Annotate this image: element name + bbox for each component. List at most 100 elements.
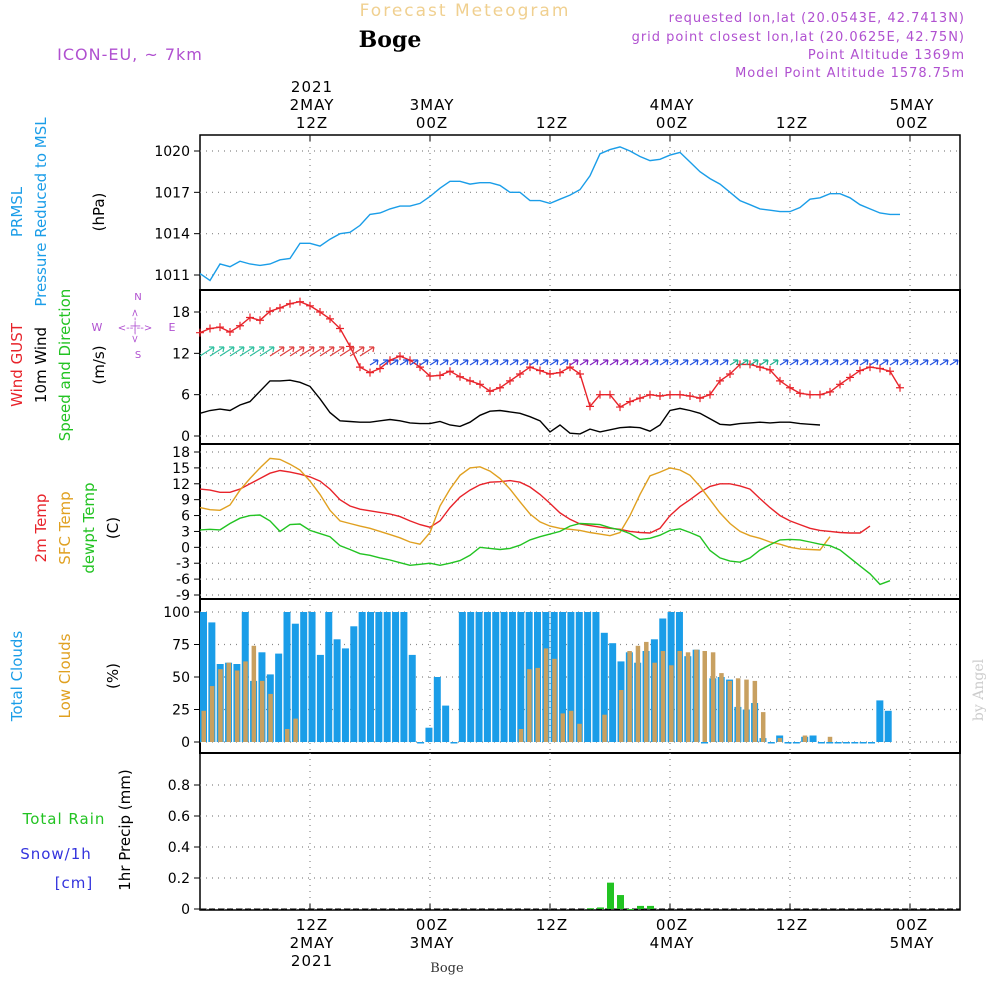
gust-marker xyxy=(686,392,694,401)
gust-marker xyxy=(886,367,894,376)
clouds-label-low: Low Clouds xyxy=(56,633,74,718)
wind-dir-arrow xyxy=(719,359,729,366)
total-cloud-bar xyxy=(876,700,884,742)
wind-dir-arrow xyxy=(739,359,749,366)
wind-dir-arrow xyxy=(249,346,265,357)
wind-dir-arrow xyxy=(449,359,459,366)
wind-dir-arrow xyxy=(699,359,709,366)
low-cloud-bar xyxy=(694,649,699,742)
low-cloud-bar xyxy=(259,680,265,742)
compass-h-arrow: <--|--> xyxy=(118,323,153,334)
total-cloud-bar xyxy=(367,612,374,742)
gust-marker xyxy=(336,324,344,333)
top-time-label: 00Z xyxy=(656,114,688,132)
chart-title: Forecast Meteogram xyxy=(360,1,571,21)
rain-legend: Total Rain xyxy=(22,810,106,828)
total-cloud-bar xyxy=(316,654,324,742)
ytick-label-pressure: 1014 xyxy=(154,227,190,243)
low-cloud-bar xyxy=(527,669,532,742)
gust-marker xyxy=(806,390,814,399)
bottom-time-label: 12Z xyxy=(536,916,568,934)
low-cloud-bar xyxy=(660,651,666,742)
wind-dir-arrow xyxy=(259,346,275,357)
requested-coords: requested lon,lat (20.0543E, 42.7413N) xyxy=(669,11,965,26)
total-cloud-bar xyxy=(559,612,567,742)
total-cloud-bar xyxy=(425,727,433,742)
wind-unit: (m/s) xyxy=(90,345,108,384)
wind-dir-arrow xyxy=(609,359,619,366)
ytick-label-pressure: 1020 xyxy=(154,144,190,160)
gust-marker xyxy=(246,313,254,322)
wind-dir-arrow xyxy=(429,359,439,366)
total-cloud-bar xyxy=(375,612,383,742)
dewpt-line xyxy=(199,514,891,586)
footer-location: Boge xyxy=(430,961,464,976)
gust-marker xyxy=(546,370,554,378)
wind-dir-arrow xyxy=(379,359,389,366)
wind-dir-arrow xyxy=(419,359,429,366)
gust-marker xyxy=(456,372,464,381)
gust-marker xyxy=(576,370,584,378)
ytick-label-clouds: 75 xyxy=(172,638,190,654)
model-altitude: Model Point Altitude 1578.75m xyxy=(735,66,965,81)
gust-marker xyxy=(496,383,504,392)
wind-dir-arrow xyxy=(479,359,489,366)
wind-dir-arrow xyxy=(499,359,509,366)
total-cloud-bar xyxy=(842,742,850,744)
temp-label-dewpt: dewpt Temp xyxy=(80,482,98,573)
gust-marker xyxy=(666,390,674,399)
grid-point-coords: grid point closest lon,lat (20.0625E, 42… xyxy=(632,30,965,45)
low-cloud-bar xyxy=(702,651,707,742)
wind-dir-arrow xyxy=(869,359,879,366)
ytick-label-temperature: -6 xyxy=(176,572,190,588)
gust-marker xyxy=(266,307,274,316)
rain-bar xyxy=(597,907,604,909)
total-cloud-bar xyxy=(784,742,792,744)
gust-marker xyxy=(536,366,544,375)
wind-dir-arrow xyxy=(889,359,899,366)
wind-dir-arrow xyxy=(579,359,589,366)
wind-dir-arrow xyxy=(599,359,609,366)
total-cloud-bar xyxy=(701,742,708,744)
total-cloud-bar xyxy=(308,612,316,742)
wind-dir-arrow xyxy=(939,359,949,366)
ytick-label-temperature: 12 xyxy=(172,477,190,493)
wind-dir-arrow xyxy=(489,359,499,366)
total-cloud-bar xyxy=(458,612,466,742)
gust-marker xyxy=(706,390,714,399)
low-cloud-bar xyxy=(602,714,607,742)
model-label: ICON-EU, ~ 7km xyxy=(57,45,203,64)
low-cloud-bar xyxy=(552,658,557,742)
t2m-line xyxy=(199,469,871,534)
top-time-label: 3MAY xyxy=(410,96,455,114)
gust-marker xyxy=(466,376,474,385)
gust-marker xyxy=(656,392,664,401)
wind-dir-arrow xyxy=(789,359,799,366)
low-cloud-bar xyxy=(218,669,223,742)
low-cloud-bar xyxy=(560,713,566,742)
gust-marker xyxy=(716,376,724,385)
low-cloud-bar xyxy=(644,641,649,742)
pressure-unit: (hPa) xyxy=(90,193,108,232)
total-cloud-bar xyxy=(433,677,441,742)
low-cloud-bar xyxy=(685,652,691,742)
bottom-time-label: 12Z xyxy=(296,916,328,934)
wind-dir-arrow xyxy=(509,359,519,366)
temp-label-sfc: SFC Temp xyxy=(56,491,74,564)
total-cloud-bar xyxy=(492,612,500,742)
wind-dir-arrow xyxy=(299,346,315,357)
rain-bar xyxy=(617,895,624,909)
bottom-time-label: 4MAY xyxy=(650,934,695,952)
gust-marker xyxy=(486,387,494,396)
snow-unit: [cm] xyxy=(55,874,94,892)
bottom-time-label: 2021 xyxy=(291,952,333,970)
gust-marker xyxy=(356,363,364,372)
low-cloud-bar xyxy=(652,662,657,742)
ytick-label-wind: 18 xyxy=(172,305,190,321)
wind-dir-arrow xyxy=(749,359,759,366)
gust-marker xyxy=(786,383,794,392)
gust-marker xyxy=(426,372,434,381)
tsfc-line xyxy=(199,457,831,551)
bottom-time-label: 00Z xyxy=(416,916,448,934)
wind-dir-arrow xyxy=(589,359,599,366)
